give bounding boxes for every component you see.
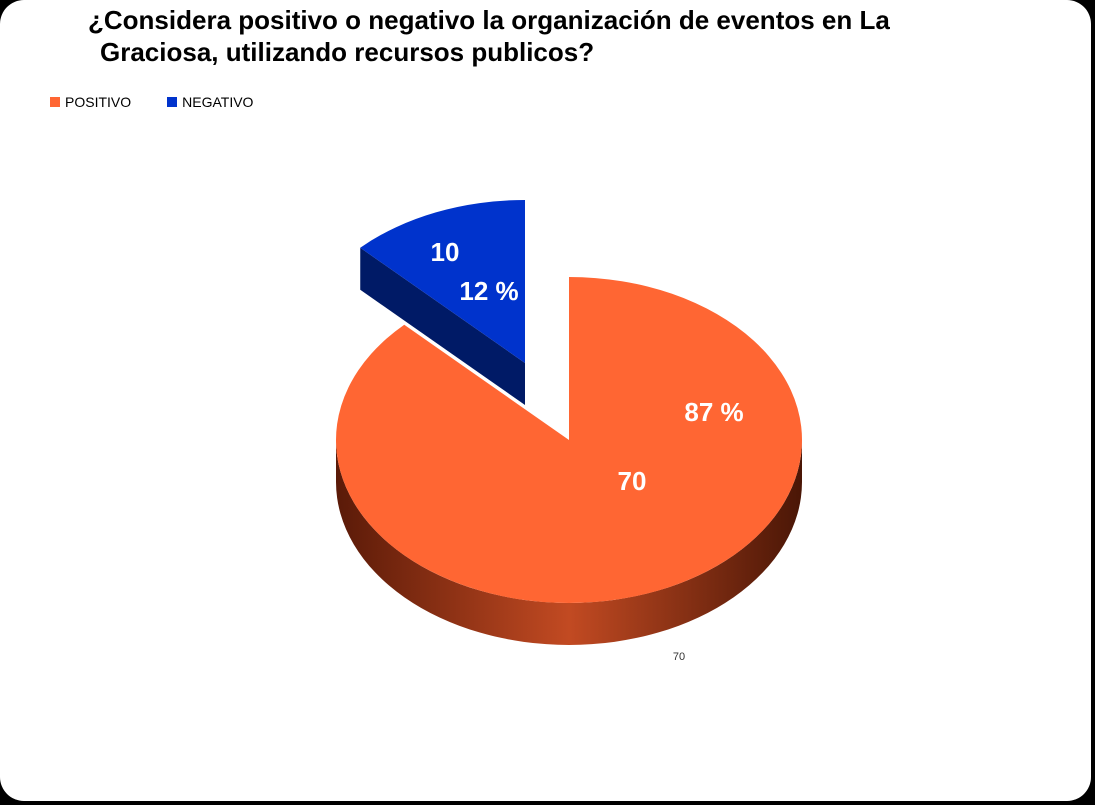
pie-layer xyxy=(336,200,803,645)
pie-slice-positivo xyxy=(336,277,803,603)
slice-value-label-negativo: 10 xyxy=(431,237,460,267)
chart-title-line-1: ¿Considera positivo o negativo la organi… xyxy=(88,5,890,35)
pie-wall-negativo xyxy=(360,247,525,405)
chart-title: ¿Considera positivo o negativo la organi… xyxy=(88,4,988,68)
slice-percent-label-negativo: 12 % xyxy=(459,276,518,306)
stray-value-label: 70 xyxy=(673,651,685,663)
pie-slice-negativo xyxy=(360,200,525,363)
legend-item-negativo: NEGATIVO xyxy=(167,94,253,110)
legend-swatch-negativo xyxy=(167,97,178,107)
legend-item-positivo: POSITIVO xyxy=(50,94,131,110)
slice-value-label-positivo: 70 xyxy=(618,466,647,496)
legend-label-positivo: POSITIVO xyxy=(65,94,132,110)
legend-label-negativo: NEGATIVO xyxy=(182,94,254,110)
slice-percent-label-positivo: 87 % xyxy=(684,397,743,427)
pie-side-positivo xyxy=(336,440,802,645)
legend-swatch-positivo xyxy=(50,97,60,107)
chart-title-line-2: Graciosa, utilizando recursos publicos? xyxy=(100,37,595,67)
chart-legend: POSITIVO NEGATIVO xyxy=(50,94,289,110)
